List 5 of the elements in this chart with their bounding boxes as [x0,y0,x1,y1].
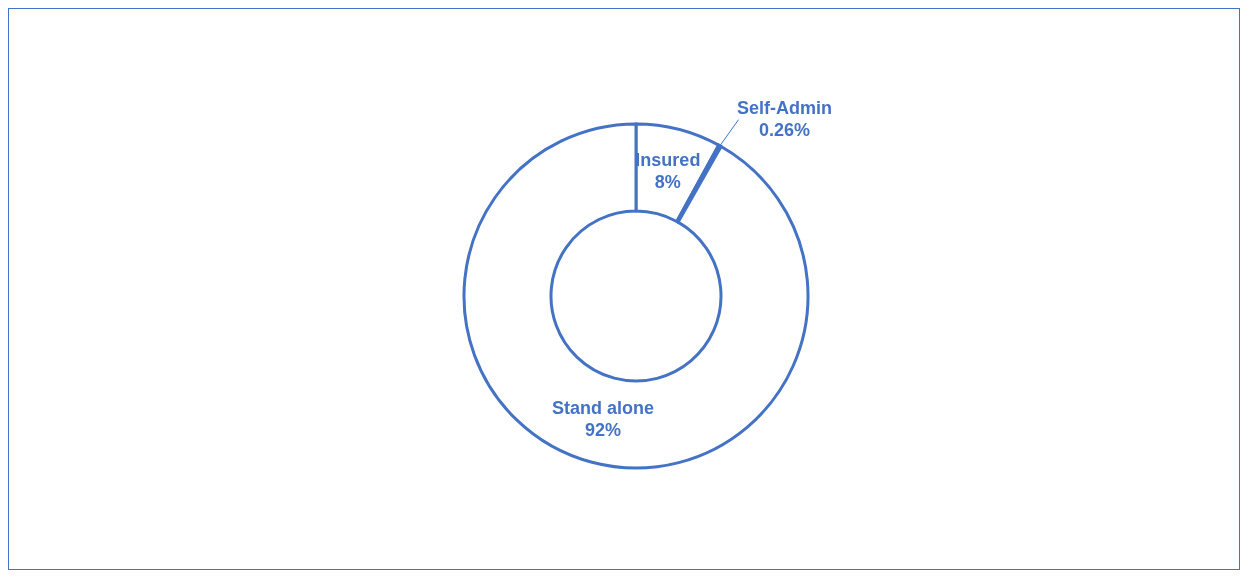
data-label: 8% [654,171,681,192]
data-label: 92% [585,420,622,441]
data-label: 0.26% [759,119,811,140]
slice-label: Self-Admin [737,97,833,118]
slice-label: Stand alone [552,398,655,419]
